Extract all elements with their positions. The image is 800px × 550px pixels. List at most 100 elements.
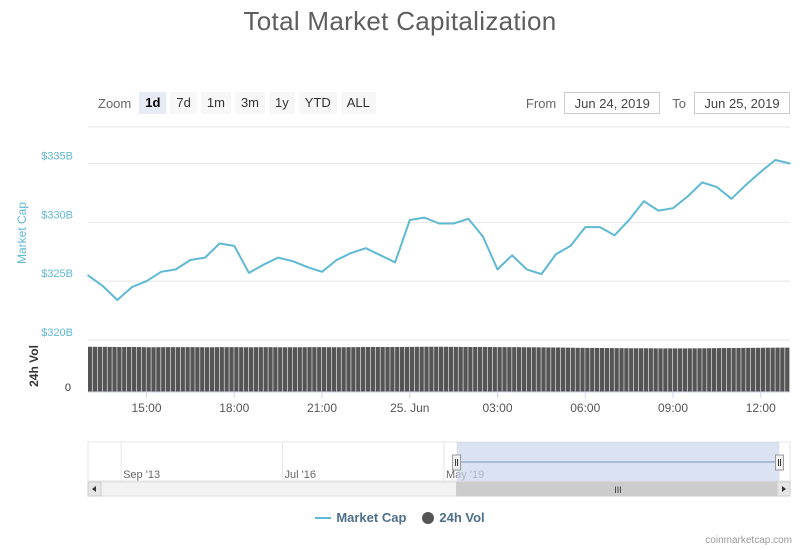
volume-bar [346, 347, 351, 392]
market-cap-point [292, 260, 294, 263]
market-cap-point [87, 274, 89, 277]
volume-bar [648, 348, 653, 392]
legend-label-24h-vol: 24h Vol [439, 510, 485, 525]
market-cap-point [277, 256, 279, 259]
volume-bar [458, 346, 463, 392]
market-cap-point [672, 207, 674, 209]
market-cap-point [204, 256, 206, 259]
volume-bar [214, 347, 220, 392]
credit-link[interactable]: coinmarketcap.com [705, 535, 792, 546]
volume-bar [380, 347, 385, 392]
volume-bar [521, 347, 527, 392]
volume-bar [702, 348, 707, 392]
volume-bar [755, 347, 761, 392]
zoom-1m-button[interactable]: 1m [200, 92, 231, 114]
market-cap-point [496, 268, 499, 271]
market-cap-point [335, 259, 338, 261]
volume-bar [536, 347, 541, 392]
navigator-right-handle[interactable] [774, 454, 784, 471]
market-cap-point [394, 261, 396, 264]
date-range: From To [526, 92, 790, 114]
to-date-input[interactable] [694, 92, 790, 114]
zoom-7d-button[interactable]: 7d [170, 92, 197, 114]
zoom-ytd-button[interactable]: YTD [298, 92, 337, 114]
volume-bar [492, 347, 497, 392]
volume-bar [507, 347, 512, 393]
market-cap-chart: $335B $330B $325B $320B Market Cap 24h Vol 0 15… [15, 126, 791, 497]
x-tick-label: 21:00 [307, 401, 337, 415]
volume-bar [136, 347, 142, 392]
market-cap-point [101, 285, 104, 287]
market-cap-point [701, 181, 704, 184]
volume-bar [375, 347, 380, 392]
volume-bar [634, 348, 639, 392]
zoom-1d-button[interactable]: 1d [139, 92, 167, 114]
volume-bar [97, 346, 103, 392]
market-cap-point [569, 245, 572, 247]
volume-bar [170, 347, 176, 393]
legend-line-icon [315, 516, 332, 519]
volume-bar [248, 347, 254, 392]
market-cap-point [526, 268, 528, 271]
market-cap-point [379, 254, 382, 257]
zoom-label: Zoom [98, 95, 132, 111]
volume-bar [404, 346, 410, 392]
x-tick-label: 06:00 [570, 401, 600, 415]
volume-bar [560, 347, 566, 392]
volume-bar [741, 347, 746, 392]
volume-bar [127, 347, 132, 392]
volume-bar [575, 347, 580, 392]
volume-bar [229, 347, 234, 393]
volume-bar [151, 347, 156, 392]
chart-title: Total Market Capitalization [243, 6, 557, 36]
volume-bar [156, 347, 161, 392]
volume-bar [312, 347, 317, 393]
volume-bar [453, 346, 458, 393]
market-cap-point [686, 195, 689, 198]
zoom-all-button[interactable]: ALL [340, 92, 376, 114]
volume-bar [117, 347, 122, 392]
legend-label-market-cap: Market Cap [336, 510, 407, 525]
volume-bar [716, 348, 722, 393]
volume-bar [400, 346, 405, 392]
y-tick-label: $320B [41, 327, 73, 339]
navigator-label: Sep '13 [123, 469, 160, 481]
zoom-1y-button[interactable]: 1y [269, 92, 295, 114]
volume-bar [414, 346, 419, 392]
volume-bar [112, 346, 117, 392]
volume-bar [526, 347, 532, 392]
volume-bar [682, 348, 688, 393]
volume-bar [692, 348, 697, 392]
volume-bar [395, 347, 400, 392]
volume-bar [390, 347, 395, 392]
market-cap-point [409, 219, 411, 221]
volume-bar [468, 347, 473, 392]
x-tick-label: 09:00 [658, 401, 688, 415]
market-cap-point [555, 253, 557, 255]
volume-bar [663, 348, 668, 393]
volume-bar [785, 347, 790, 393]
market-cap-point [438, 222, 440, 225]
volume-bar [541, 347, 546, 393]
volume-bar [326, 347, 332, 392]
market-cap-point [262, 263, 265, 266]
market-cap-point [789, 162, 791, 165]
volume-bar [409, 346, 415, 393]
legend-item-24h-vol[interactable]: 24h Vol [422, 510, 485, 525]
volume-bar [707, 348, 712, 392]
volume-bar [609, 348, 614, 392]
to-label: To [672, 95, 686, 111]
volume-bar [531, 347, 536, 392]
zoom-3m-button[interactable]: 3m [234, 92, 265, 114]
navigator-left-handle[interactable] [452, 454, 462, 471]
market-cap-point [321, 271, 323, 273]
market-cap-point [584, 226, 587, 228]
volume-bar [478, 347, 483, 392]
market-cap-point [306, 266, 309, 268]
volume-bar [224, 347, 229, 393]
volume-bar [736, 347, 741, 392]
legend-item-market-cap[interactable]: Market Cap [315, 510, 406, 525]
x-tick-label: 15:00 [131, 401, 161, 415]
volume-bar [687, 348, 692, 393]
from-date-input[interactable] [564, 92, 661, 114]
